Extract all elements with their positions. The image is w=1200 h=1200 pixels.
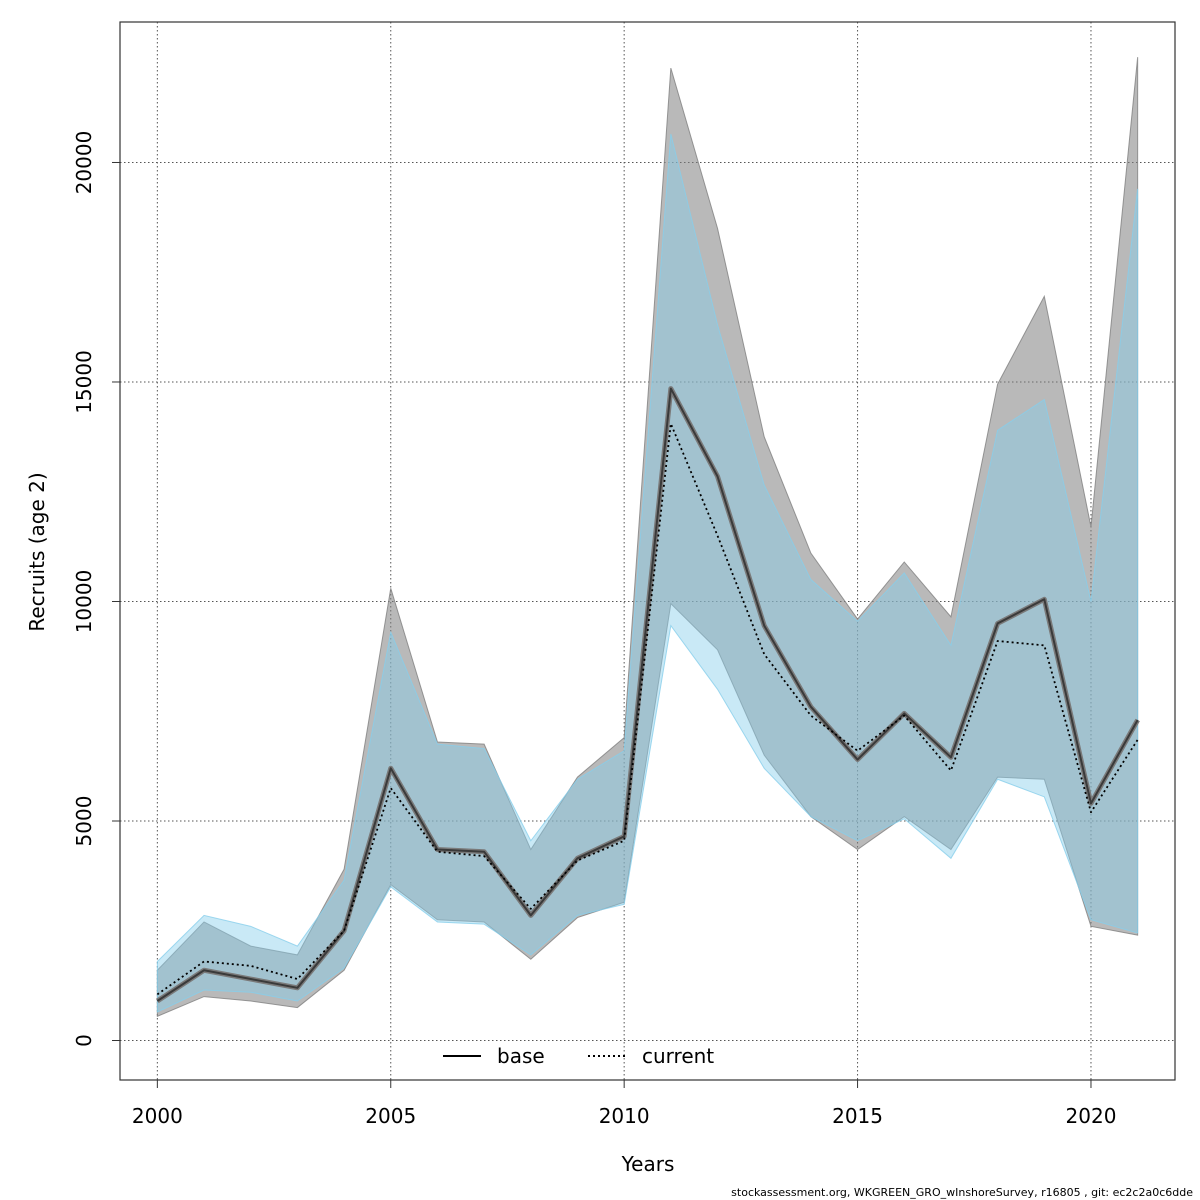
legend: base current — [443, 1044, 714, 1068]
y-axis-title: Recruits (age 2) — [25, 472, 49, 631]
x-tick-label-2020: 2020 — [1066, 1104, 1117, 1128]
y-tick-label-10000: 10000 — [72, 570, 96, 634]
x-tick-label-2000: 2000 — [132, 1104, 183, 1128]
line-current — [156, 422, 1139, 996]
band-current — [156, 133, 1139, 1013]
y-tick-label-0: 0 — [72, 1034, 96, 1047]
y-tick-label-5000: 5000 — [72, 796, 96, 847]
y-tick-label-20000: 20000 — [72, 131, 96, 195]
x-tick-label-2010: 2010 — [599, 1104, 650, 1128]
footer-credit: stockassessment.org, WKGREEN_GRO_wInshor… — [731, 1186, 1193, 1199]
plot-frame — [119, 21, 1176, 1081]
x-axis-title: Years — [621, 1152, 675, 1176]
confidence-bands — [156, 57, 1139, 1018]
axis-ticks: 2000 2005 2010 2015 2020 0 5000 10000 15000 20000 — [72, 131, 1116, 1128]
line-base — [156, 387, 1139, 1002]
series-lines — [155, 386, 1140, 1004]
x-tick-label-2015: 2015 — [832, 1104, 883, 1128]
y-tick-label-15000: 15000 — [72, 350, 96, 414]
x-tick-label-2005: 2005 — [365, 1104, 416, 1128]
legend-base-label: base — [497, 1044, 545, 1068]
legend-current-label: current — [642, 1044, 714, 1068]
